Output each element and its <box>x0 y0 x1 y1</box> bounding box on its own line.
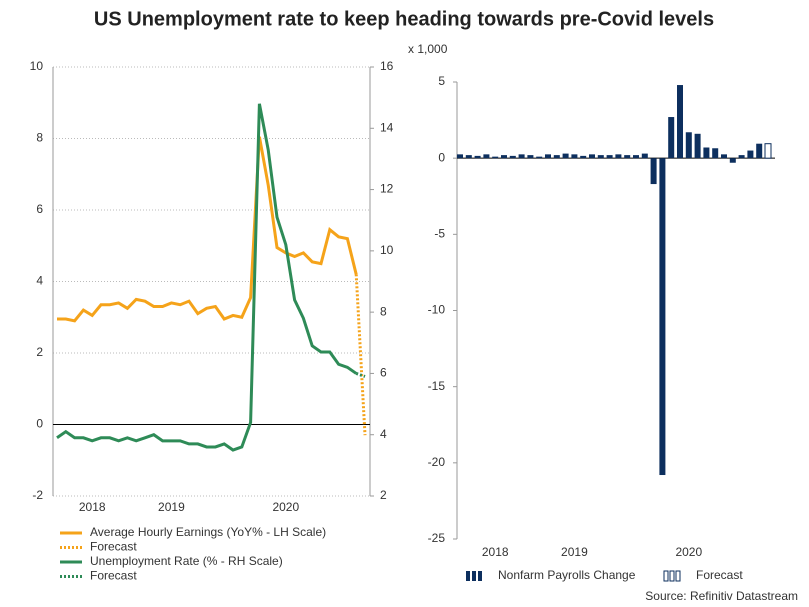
x-tick-label: 2018 <box>79 500 106 514</box>
bar <box>685 132 692 159</box>
x-tick-label: 2020 <box>675 545 702 559</box>
bar <box>501 155 507 159</box>
bar <box>580 155 587 159</box>
legend-label: Unemployment Rate (% - RH Scale) <box>90 554 283 568</box>
y2-tick-label: 6 <box>380 366 387 380</box>
bar <box>527 155 534 159</box>
data-line <box>355 372 366 378</box>
legend-swatch <box>675 570 681 582</box>
y2-tick-label: 2 <box>380 488 387 502</box>
bar <box>721 154 727 159</box>
bar <box>474 155 481 159</box>
y-axis-label: x 1,000 <box>408 42 448 56</box>
legend-label: Forecast <box>90 540 137 554</box>
y2-tick-label: 14 <box>380 120 394 134</box>
y-tick-label: -5 <box>434 227 445 241</box>
legend-swatch <box>466 571 470 581</box>
data-line <box>56 103 358 452</box>
bar <box>764 143 772 159</box>
legend-swatch <box>663 570 669 582</box>
bar <box>633 155 639 159</box>
x-tick-label: 2019 <box>158 500 185 514</box>
source: Source: Refinitiv Datastream <box>645 589 798 603</box>
y-tick-label: -2 <box>32 488 43 502</box>
y2-tick-label: 10 <box>380 243 394 257</box>
bar <box>624 155 631 159</box>
x-tick-label: 2018 <box>482 545 509 559</box>
legend-swatch <box>472 571 476 581</box>
bar <box>712 148 719 159</box>
bar <box>729 158 736 163</box>
y-tick-label: -15 <box>428 379 446 393</box>
data-line <box>354 274 367 436</box>
bar <box>756 143 763 159</box>
y-tick-label: 10 <box>30 59 44 73</box>
y-tick-label: -10 <box>428 303 446 317</box>
y-tick-label: -25 <box>428 531 446 545</box>
bar <box>703 147 710 159</box>
bar <box>562 153 569 159</box>
bar <box>606 155 613 159</box>
bar <box>589 154 595 159</box>
x-tick-label: 2019 <box>561 545 588 559</box>
bar <box>536 156 543 159</box>
y-tick-label: 8 <box>36 131 43 145</box>
bar <box>615 154 622 159</box>
bar <box>465 155 472 159</box>
bar <box>509 155 516 159</box>
y-tick-label: 6 <box>36 202 43 216</box>
legend-swatch <box>478 571 482 581</box>
bar <box>492 156 499 159</box>
chart-title: US Unemployment rate to keep heading tow… <box>94 8 714 30</box>
bar <box>483 154 490 159</box>
bar <box>641 153 648 159</box>
bar <box>694 133 701 159</box>
y-tick-label: 2 <box>36 345 43 359</box>
bar <box>677 85 683 159</box>
legend-swatch <box>669 570 675 582</box>
bar <box>545 154 551 159</box>
y2-tick-label: 12 <box>380 182 394 196</box>
y2-tick-label: 8 <box>380 304 387 318</box>
legend-label: Average Hourly Earnings (YoY% - LH Scale… <box>90 525 326 539</box>
bar <box>597 155 604 159</box>
y2-tick-label: 16 <box>380 59 394 73</box>
bar <box>747 150 754 159</box>
legend-label: Nonfarm Payrolls Change <box>498 568 636 582</box>
y2-tick-label: 4 <box>380 427 387 441</box>
legend-label: Forecast <box>90 569 137 583</box>
bar <box>738 155 745 159</box>
y-tick-label: 0 <box>438 150 445 164</box>
bar <box>571 154 578 159</box>
y-tick-label: 5 <box>438 74 445 88</box>
bar <box>553 155 560 159</box>
legend-label: Forecast <box>696 568 743 582</box>
bar <box>518 154 525 159</box>
y-tick-label: 4 <box>36 274 43 288</box>
y-tick-label: 0 <box>36 417 43 431</box>
x-tick-label: 2020 <box>272 500 299 514</box>
data-line <box>57 136 358 323</box>
bar <box>668 117 675 159</box>
bar <box>457 154 463 159</box>
bar <box>659 158 666 476</box>
bar <box>650 158 657 185</box>
y-tick-label: -20 <box>428 455 446 469</box>
